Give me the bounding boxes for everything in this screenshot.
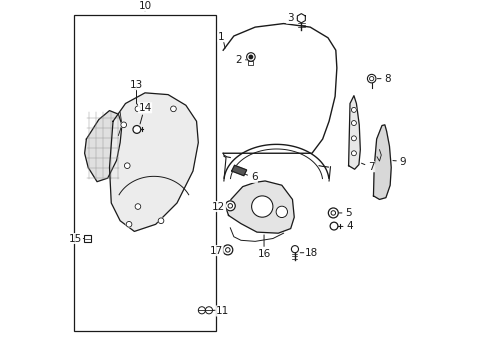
Circle shape [126,221,132,227]
Text: 5: 5 [345,208,351,218]
Text: 4: 4 [346,221,353,231]
Text: 16: 16 [257,249,270,259]
Circle shape [170,106,176,112]
Text: 13: 13 [129,80,142,90]
Text: 11: 11 [215,306,229,316]
Text: 3: 3 [286,13,293,23]
Text: 18: 18 [304,248,317,258]
Text: 1: 1 [218,32,224,42]
Circle shape [327,208,338,218]
Text: 17: 17 [209,246,223,256]
Polygon shape [297,14,305,23]
Circle shape [246,53,255,61]
Bar [74,15,216,331]
Circle shape [249,55,252,59]
Circle shape [351,151,356,156]
Circle shape [251,196,272,217]
Circle shape [223,245,232,255]
Text: 6: 6 [250,172,257,183]
Circle shape [351,121,356,126]
Circle shape [329,222,337,230]
Bar [83,235,91,242]
Text: 2: 2 [234,55,241,65]
Circle shape [276,206,287,217]
Circle shape [366,75,375,83]
Text: 14: 14 [138,103,151,113]
Circle shape [351,107,356,112]
Circle shape [135,204,141,210]
Polygon shape [84,111,122,182]
Text: 8: 8 [384,74,390,84]
Polygon shape [231,165,246,176]
Text: 10: 10 [138,1,151,11]
Circle shape [225,201,235,211]
Polygon shape [373,125,390,199]
Circle shape [198,307,205,314]
Text: 7: 7 [367,162,374,172]
Circle shape [124,163,130,168]
Circle shape [205,307,212,314]
Circle shape [291,246,298,253]
Text: 15: 15 [69,234,82,243]
Circle shape [135,106,141,112]
Circle shape [351,136,356,141]
Polygon shape [226,181,294,233]
Polygon shape [109,93,198,231]
Text: 9: 9 [399,157,406,167]
Circle shape [133,126,141,133]
Circle shape [121,122,126,128]
Circle shape [158,218,163,224]
Text: 12: 12 [212,202,225,212]
Polygon shape [348,96,360,169]
